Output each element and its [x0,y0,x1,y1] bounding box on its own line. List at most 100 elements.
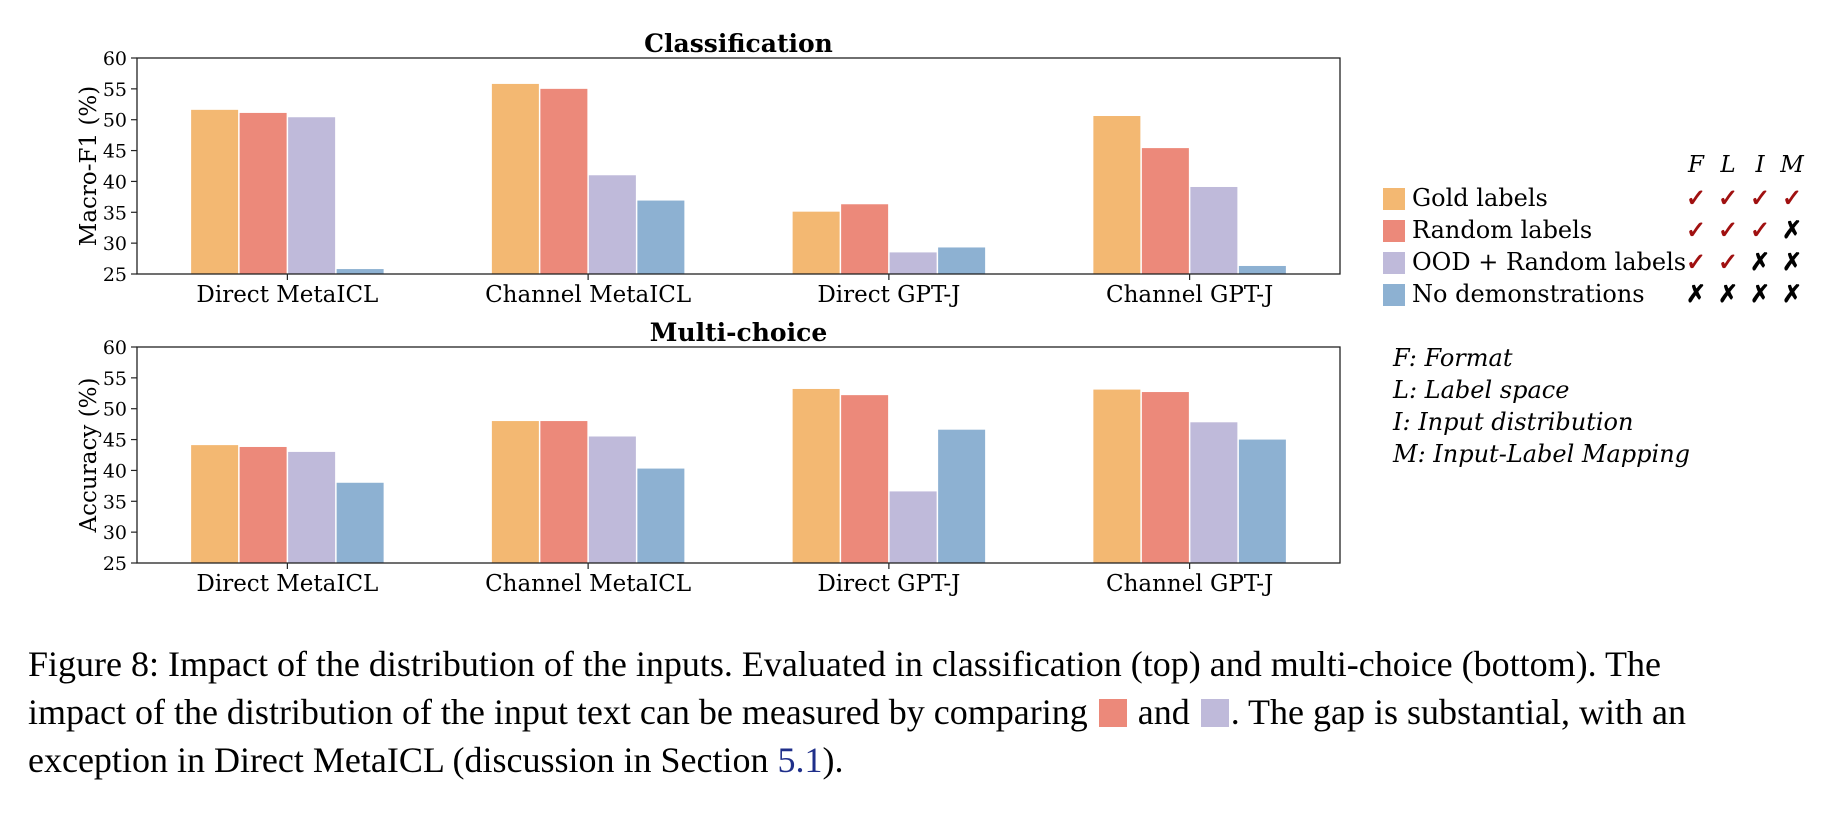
definition-input-label-mapping: M: Input-Label Mapping [1393,440,1691,468]
flag-mark: ✓ [1685,183,1707,212]
legend-label: OOD + Random labels [1412,248,1687,276]
x-tick-label: Direct MetaICL [196,282,378,308]
legend-flags: ✓ ✓ ✓ ✗ [1680,214,1808,246]
y-tick-label: 35 [103,491,127,513]
bar-gold [491,83,539,274]
x-tick-label: Channel GPT-J [1106,282,1273,308]
legend-swatch-none [1383,284,1405,306]
bar-random [540,421,588,563]
figure-charts: 25 30 35 40 45 50 55 60 Direct MetaICL Channel Me… [76,29,1341,597]
y-tick-label: 60 [103,337,127,359]
bar-ood [288,117,336,274]
caption-line-1: Figure 8: Impact of the distribution of … [28,644,1661,684]
y-axis-label: Macro-F1 (%) [76,86,102,246]
flag-mark: ✓ [1717,183,1739,212]
bar-none [336,269,384,274]
y-tick-label: 50 [103,110,127,132]
legend-label: No demonstrations [1412,280,1645,308]
definition-label-space: L: Label space [1393,376,1570,404]
bar-ood [889,252,937,274]
bar-ood [588,175,636,274]
bar-ood [288,451,336,563]
y-tick-label: 55 [103,368,127,390]
legend-swatch-gold [1383,188,1405,210]
flag-mark: ✓ [1717,247,1739,276]
figure-caption: Figure 8: Impact of the distribution of … [28,640,1838,784]
bar-random [239,446,287,563]
bar-gold [792,211,840,274]
flag-mark: ✗ [1781,215,1803,244]
legend-label: Gold labels [1412,184,1548,212]
caption-text: and [1137,692,1190,732]
y-tick-label: 35 [103,202,127,224]
flag-header-i: I [1755,152,1765,178]
flag-mark: ✓ [1685,247,1707,276]
caption-text: ). [822,740,844,780]
y-tick-label: 40 [103,171,127,193]
bar-ood [889,491,937,563]
bar-random [540,88,588,274]
bar-gold [191,109,239,274]
bar-random [841,395,889,563]
y-tick-label: 45 [103,430,127,452]
section-link[interactable]: 5.1 [777,740,823,780]
caption-swatch-random [1098,699,1127,727]
x-tick-label: Direct MetaICL [196,571,378,597]
x-tick-label: Channel MetaICL [485,571,691,597]
flag-mark: ✓ [1685,215,1707,244]
y-tick-label: 40 [103,460,127,482]
x-tick-label: Channel GPT-J [1106,571,1273,597]
bar-gold [792,388,840,563]
caption-line-2: impact of the distribution of the input … [28,688,1838,736]
definition-format: F: Format [1393,344,1513,372]
flag-header-l: L [1720,152,1736,178]
y-tick-label: 60 [103,48,127,70]
flag-mark: ✗ [1781,279,1803,308]
flag-mark: ✓ [1781,183,1803,212]
bar-none [1238,439,1286,563]
y-tick-label: 30 [103,233,127,255]
bar-gold [1093,116,1141,274]
bar-gold [491,421,539,563]
flag-mark: ✗ [1717,279,1739,308]
legend-flags: ✗ ✗ ✗ ✗ [1680,278,1808,310]
chart-title: Multi-choice [650,318,827,347]
bar-none [938,429,986,563]
bar-none [1238,265,1286,274]
bar-random [239,112,287,274]
y-axis-label: Accuracy (%) [76,378,102,534]
definition-input-distribution: I: Input distribution [1393,408,1634,436]
bar-none [637,468,685,563]
x-tick-label: Direct GPT-J [817,282,960,308]
y-tick-label: 55 [103,79,127,101]
flag-mark: ✗ [1749,279,1771,308]
bar-gold [191,445,239,563]
bar-ood [588,436,636,563]
flag-header-f: F [1688,152,1704,178]
flag-mark: ✓ [1717,215,1739,244]
y-tick-label: 45 [103,141,127,163]
bar-gold [1093,389,1141,563]
chart-title: Classification [644,29,833,58]
caption-swatch-ood [1200,699,1229,727]
caption-line-3: exception in Direct MetaICL (discussion … [28,736,1838,784]
flag-header-m: M [1780,152,1804,178]
caption-text: exception in Direct MetaICL (discussion … [28,740,778,780]
plot-frame [136,57,1341,275]
x-tick-label: Channel MetaICL [485,282,691,308]
legend-flags: ✓ ✓ ✗ ✗ [1680,246,1808,278]
y-tick-label: 25 [103,553,127,575]
legend-label: Random labels [1412,216,1593,244]
bar-none [637,200,685,274]
bar-none [336,482,384,563]
flag-definitions: F: Format L: Label space I: Input distri… [1393,342,1690,470]
caption-text: impact of the distribution of the input … [28,692,1088,732]
flag-mark: ✗ [1781,247,1803,276]
y-tick-label: 30 [103,522,127,544]
plot-frame [136,346,1341,564]
x-tick-label: Direct GPT-J [817,571,960,597]
bar-random [841,204,889,274]
bar-random [1141,148,1189,274]
legend-flags: ✓ ✓ ✓ ✓ [1680,182,1808,214]
legend-swatch-ood [1383,252,1405,274]
